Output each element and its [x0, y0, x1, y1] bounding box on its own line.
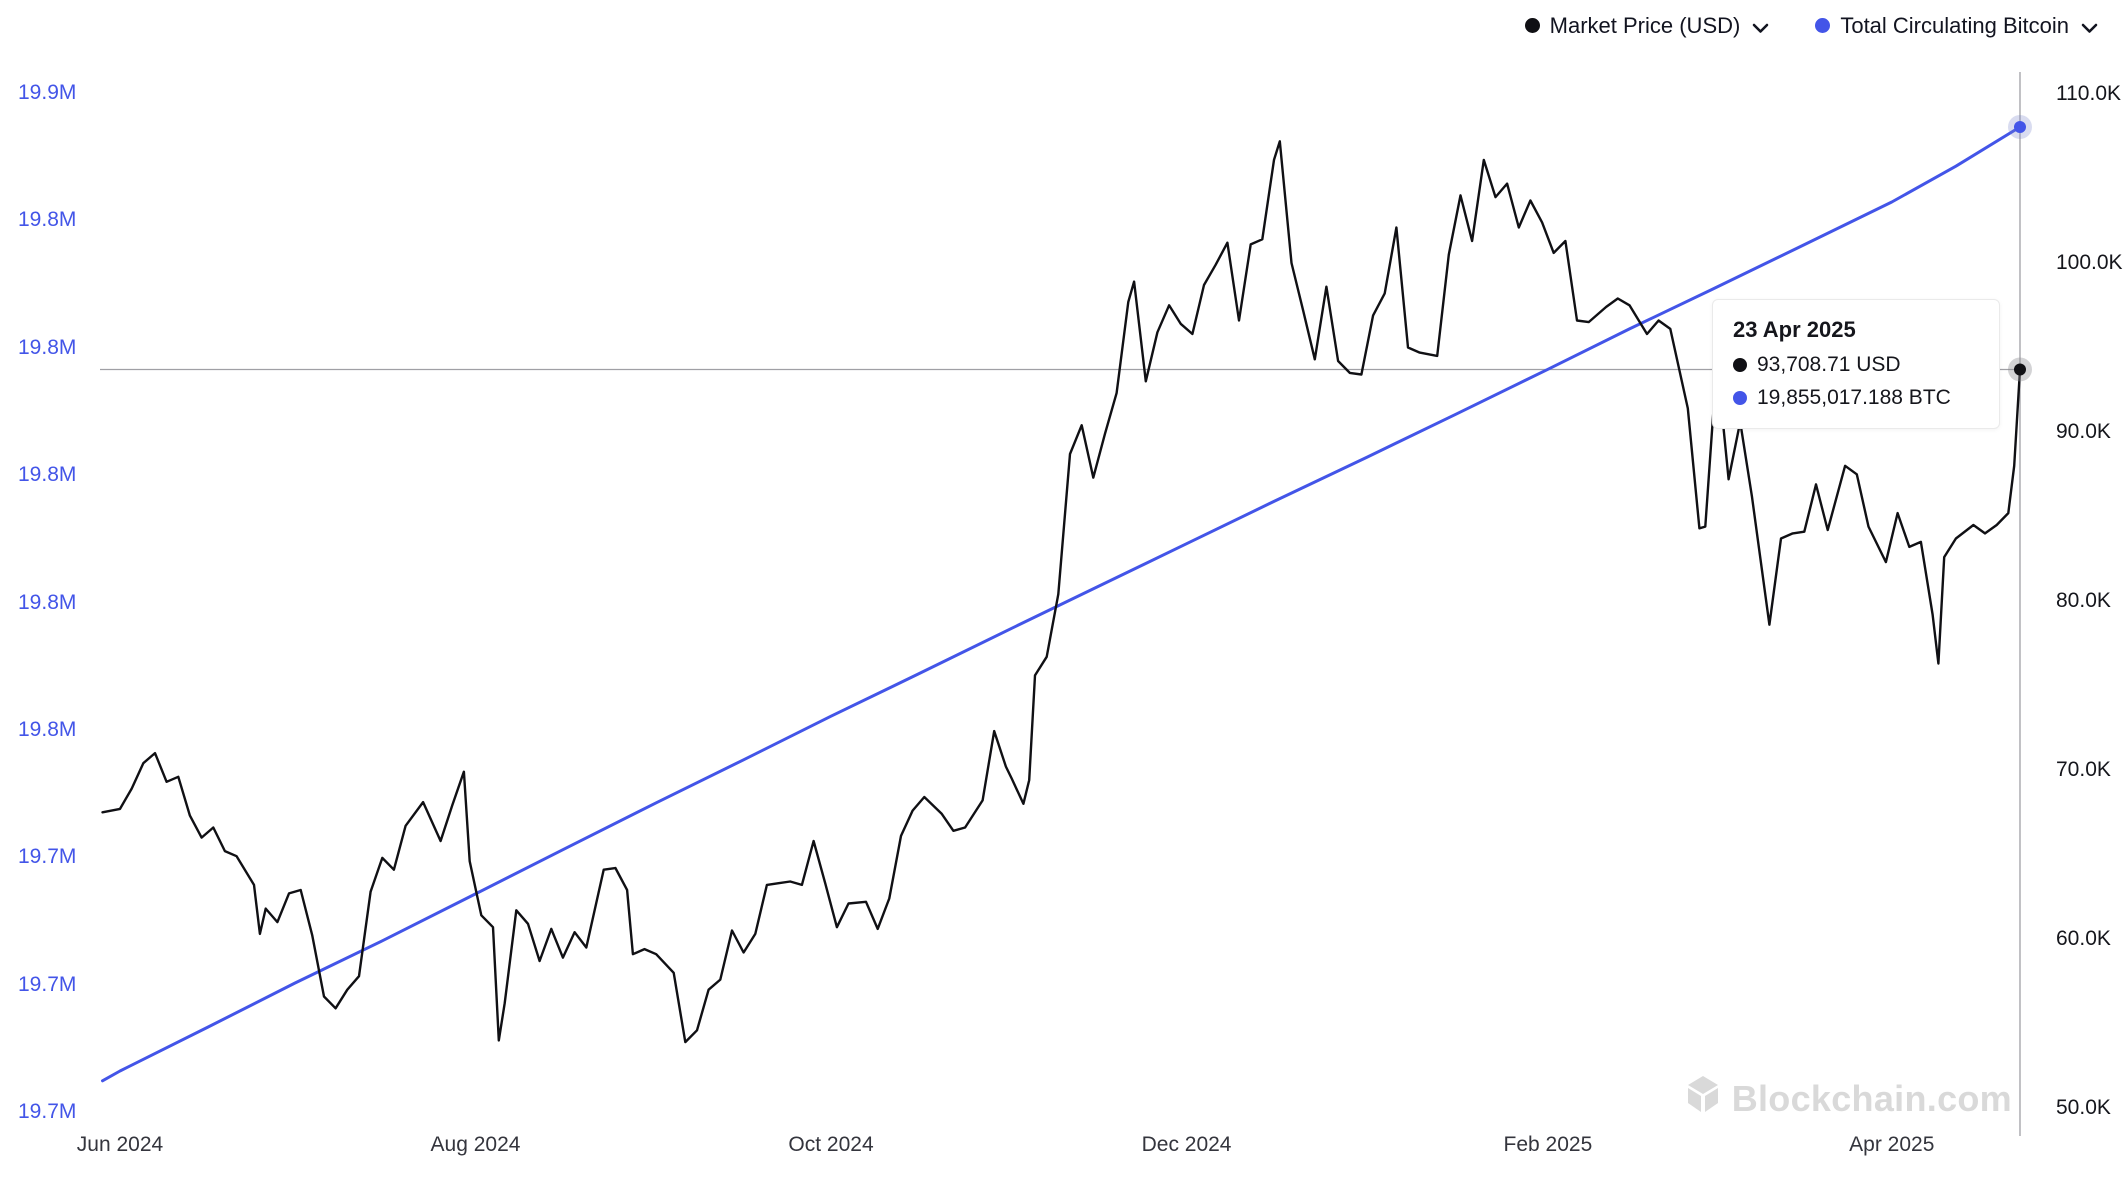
price-dot-icon [1733, 358, 1747, 372]
y-axis-left-tick-label: 19.8M [18, 590, 77, 614]
y-axis-left-tick-label: 19.7M [18, 972, 77, 996]
y-axis-left-tick-label: 19.8M [18, 335, 77, 359]
market-price-dot-icon [1524, 18, 1540, 33]
y-axis-left-tick-label: 19.9M [18, 81, 77, 104]
legend-item-market-price[interactable]: Market Price (USD) [1524, 11, 1770, 40]
supply-dot-icon [1733, 391, 1747, 405]
x-axis-tick-label: Aug 2024 [430, 1133, 521, 1156]
x-axis-tick-label: Jun 2024 [76, 1133, 164, 1156]
watermark: Blockchain.com [1686, 1075, 2012, 1122]
y-axis-left-tick-label: 19.8M [18, 717, 77, 741]
tooltip-row-price: 93,708.71 USD [1733, 353, 1979, 377]
x-axis-tick-label: Feb 2025 [1503, 1133, 1593, 1156]
x-axis-tick-label: Oct 2024 [788, 1133, 874, 1156]
supply-endpoint-dot [2013, 121, 2026, 133]
y-axis-left-tick-label: 19.7M [18, 1100, 77, 1123]
supply-line [101, 125, 2022, 1083]
tooltip: 23 Apr 2025 93,708.71 USD 19,855,017.188… [1712, 299, 2000, 429]
legend-label-market-price: Market Price (USD) [1549, 12, 1741, 38]
price-endpoint-dot [2013, 363, 2026, 376]
circulating-bitcoin-dot-icon [1815, 18, 1831, 33]
y-axis-right-tick-label: 70.0K [2056, 758, 2111, 781]
legend-label-circulating-bitcoin: Total Circulating Bitcoin [1840, 12, 2069, 38]
y-axis-left-tick-label: 19.7M [18, 845, 77, 869]
x-axis-tick-label: Dec 2024 [1141, 1133, 1232, 1156]
tooltip-date: 23 Apr 2025 [1733, 317, 1856, 342]
y-axis-right-tick-label: 100.0K [2056, 251, 2123, 274]
legend: Market Price (USD) Total Circulating Bit… [1524, 11, 2098, 40]
legend-item-circulating-bitcoin[interactable]: Total Circulating Bitcoin [1815, 11, 2098, 40]
y-axis-right-tick-label: 80.0K [2056, 589, 2111, 612]
tooltip-supply-value: 19,855,017.188 BTC [1757, 386, 1951, 409]
price-line [101, 140, 2022, 1044]
y-axis-right-tick-label: 60.0K [2056, 927, 2111, 950]
y-axis-right-tick-label: 90.0K [2056, 420, 2111, 443]
x-axis-tick-label: Apr 2025 [1849, 1133, 1935, 1156]
chevron-down-icon[interactable] [2081, 14, 2098, 40]
y-axis-left-tick-label: 19.8M [18, 463, 77, 487]
y-axis-right-tick-label: 50.0K [2056, 1096, 2111, 1119]
blockchain-logo-icon [1686, 1075, 1720, 1122]
tooltip-row-supply: 19,855,017.188 BTC [1733, 386, 1979, 410]
tooltip-price-value: 93,708.71 USD [1757, 353, 1901, 376]
watermark-text: Blockchain.com [1731, 1077, 2012, 1119]
chevron-down-icon[interactable] [1752, 14, 1769, 40]
y-axis-left-tick-label: 19.8M [18, 208, 77, 232]
y-axis-right-tick-label: 110.0K [2056, 82, 2121, 105]
